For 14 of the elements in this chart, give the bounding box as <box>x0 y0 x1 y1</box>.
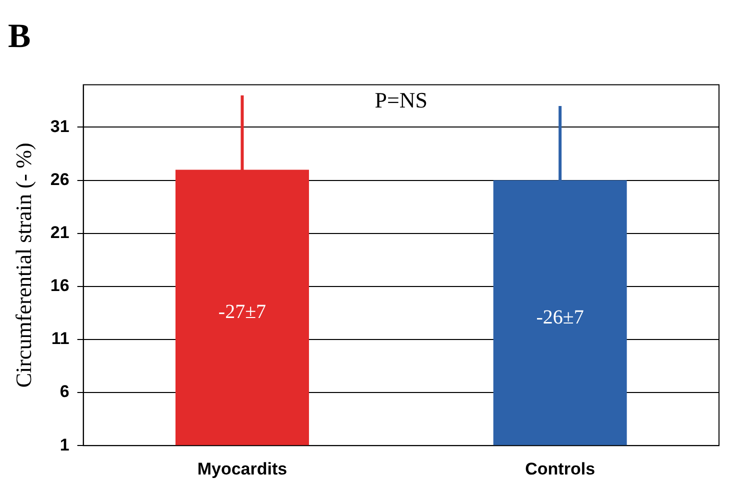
y-tick-label: 6 <box>60 382 70 402</box>
annotation: -27±7 <box>218 301 266 324</box>
y-tick-label: 1 <box>60 435 70 454</box>
y-axis-title: Circumferential strain (- %) <box>10 142 36 388</box>
chart-title: B <box>8 18 31 56</box>
x-tick-label: Controls <box>525 459 596 478</box>
annotation: -26±7 <box>536 306 584 329</box>
y-tick-label: 21 <box>50 223 70 242</box>
y-tick-label: 11 <box>51 329 70 348</box>
annotation: P=NS <box>374 88 428 113</box>
x-tick-label: Myocardits <box>197 459 288 478</box>
y-tick-label: 16 <box>50 276 70 296</box>
y-tick-label: 31 <box>50 116 70 136</box>
y-tick-label: 26 <box>50 170 70 189</box>
